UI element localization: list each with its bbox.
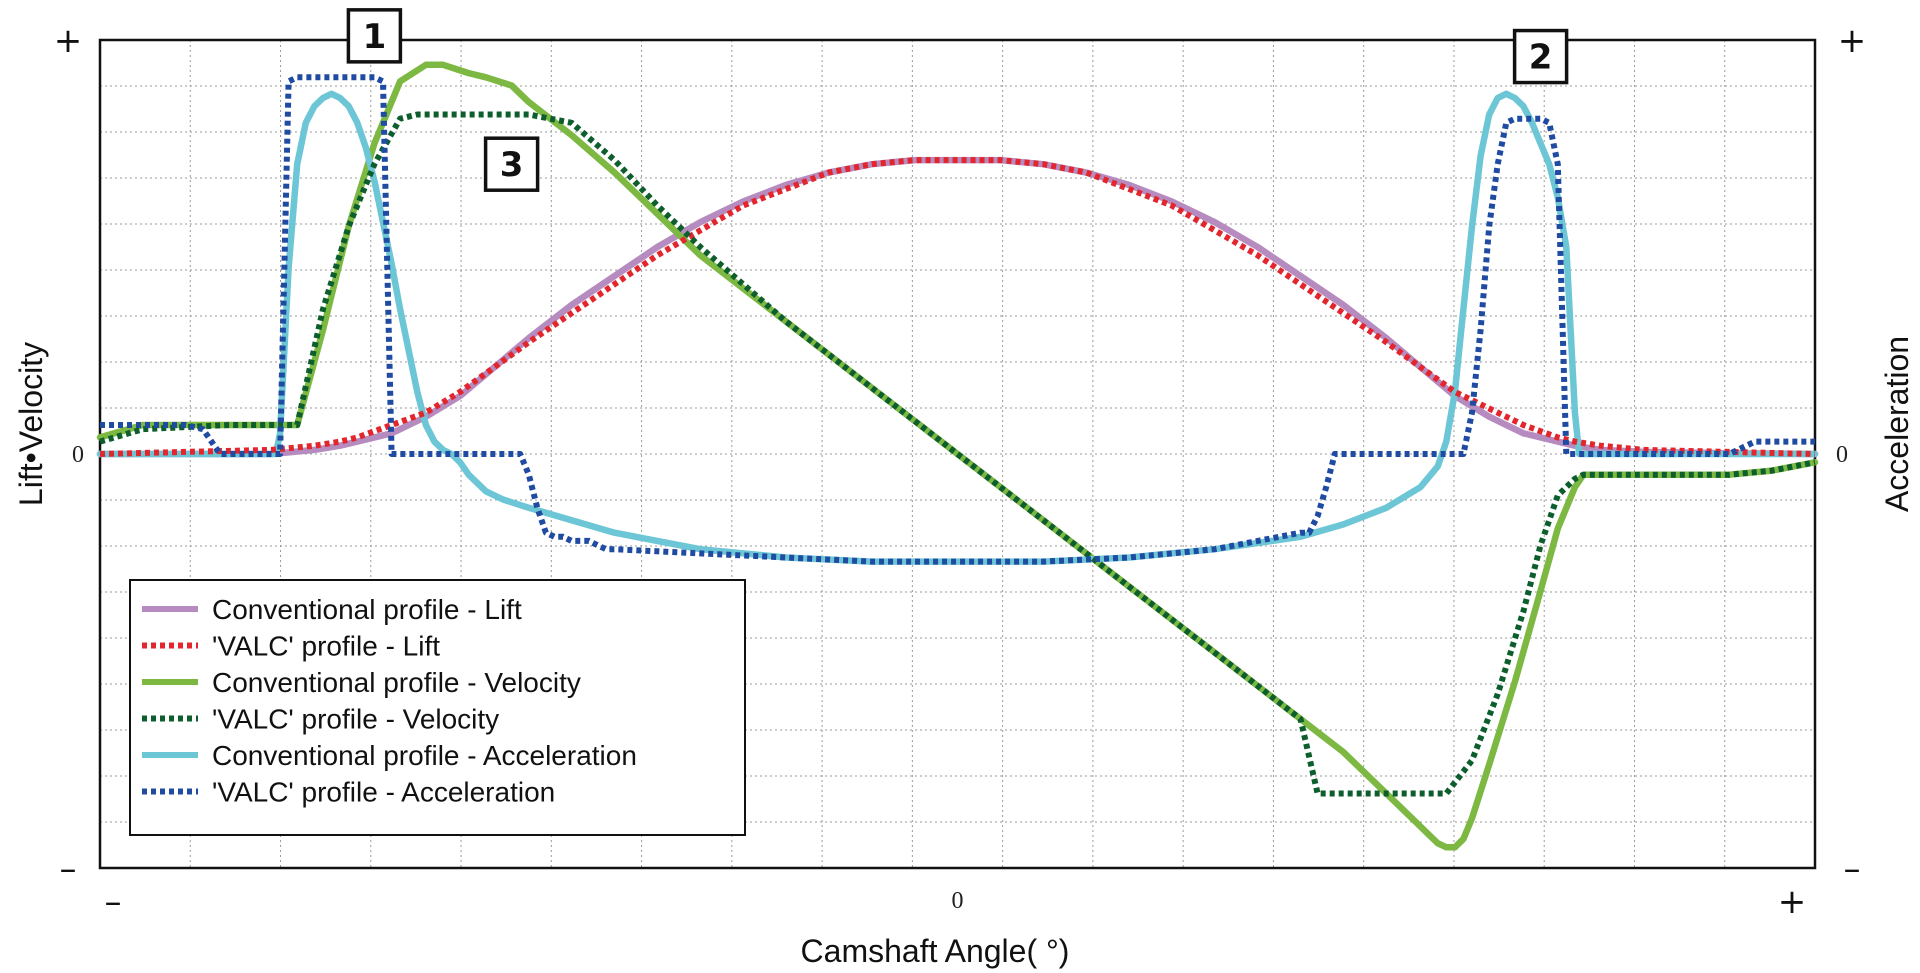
markers: 1 2 3: [346, 8, 1569, 192]
marker-label: 1: [363, 17, 387, 57]
x-max-label: +: [1778, 882, 1807, 922]
y-left-min-label: –: [60, 849, 77, 889]
y-right-min-label: –: [1844, 849, 1861, 889]
legend: Conventional profile - Lift 'VALC' profil…: [129, 579, 746, 836]
marker-2: 2: [1512, 28, 1569, 85]
x-zero-label: 0: [952, 888, 964, 914]
legend-label-4: 'VALC' profile - Velocity: [212, 704, 499, 735]
legend-label-1: Conventional profile - Lift: [212, 594, 522, 625]
series-line-6: [100, 74, 1815, 565]
series-line-4: [99, 111, 1816, 797]
y-right-zero-label: 0: [1836, 442, 1848, 468]
legend-label-3: Conventional profile - Velocity: [212, 667, 581, 698]
y-left-axis-title: Lift•Velocity: [13, 342, 49, 506]
legend-label-5: Conventional profile - Acceleration: [212, 740, 637, 771]
y-left-zero-label: 0: [72, 442, 84, 468]
marker-3: 3: [483, 136, 540, 192]
series-lines: [96, 61, 1819, 851]
series-line-2: [99, 157, 1816, 457]
y-right-axis-title: Acceleration: [1879, 336, 1915, 512]
legend-label-2: 'VALC' profile - Lift: [212, 631, 440, 662]
marker-label: 3: [500, 145, 524, 185]
series-line-5: [96, 90, 1819, 565]
marker-box: [483, 136, 540, 192]
marker-box: [1512, 28, 1569, 85]
legend-box: [129, 579, 746, 836]
marker-box: [346, 8, 403, 64]
x-min-label: –: [105, 882, 122, 922]
y-right-max-label: +: [1838, 21, 1867, 61]
x-axis-title: Camshaft Angle( °): [801, 933, 1070, 969]
marker-1: 1: [346, 8, 403, 64]
y-left-max-label: +: [54, 21, 83, 61]
legend-label-6: 'VALC' profile - Acceleration: [212, 777, 555, 808]
marker-label: 2: [1529, 38, 1553, 78]
